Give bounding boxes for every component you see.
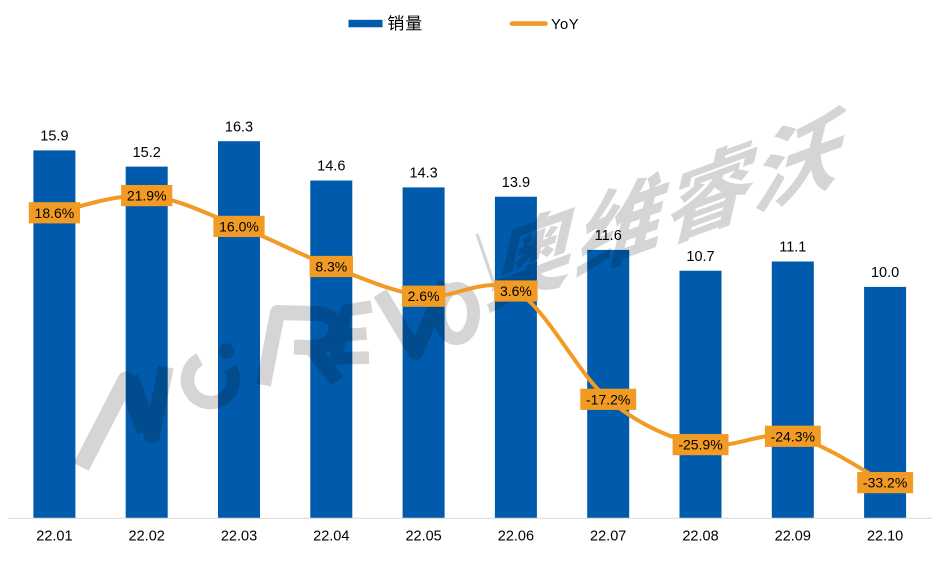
svg-text:22.02: 22.02 [129,529,165,545]
svg-text:16.3: 16.3 [225,119,253,135]
svg-text:21.9%: 21.9% [127,188,167,204]
svg-text:3.6%: 3.6% [500,283,532,299]
svg-text:22.10: 22.10 [867,529,903,545]
svg-text:22.05: 22.05 [405,529,441,545]
svg-text:8.3%: 8.3% [315,259,347,275]
svg-text:-24.3%: -24.3% [771,428,815,444]
svg-text:22.03: 22.03 [221,529,257,545]
svg-text:15.9: 15.9 [40,129,68,145]
svg-text:14.6: 14.6 [317,159,345,175]
svg-text:22.07: 22.07 [590,529,626,545]
svg-text:22.08: 22.08 [682,529,718,545]
svg-text:22.09: 22.09 [775,529,811,545]
svg-text:11.6: 11.6 [595,228,622,244]
svg-text:18.6%: 18.6% [35,205,75,221]
svg-text:14.3: 14.3 [409,166,437,182]
svg-text:11.1: 11.1 [779,240,806,256]
svg-text:-33.2%: -33.2% [863,475,907,491]
svg-text:15.2: 15.2 [133,145,161,161]
svg-text:22.01: 22.01 [36,529,72,545]
svg-text:-25.9%: -25.9% [678,437,722,453]
svg-text:2.6%: 2.6% [408,288,440,304]
svg-text:16.0%: 16.0% [219,218,259,234]
svg-text:-17.2%: -17.2% [586,391,630,407]
svg-text:22.04: 22.04 [313,529,349,545]
svg-text:10.0: 10.0 [871,265,899,281]
svg-text:22.06: 22.06 [498,529,534,545]
svg-text:YoY: YoY [551,17,579,33]
svg-text:13.9: 13.9 [502,175,530,191]
svg-text:10.7: 10.7 [686,249,714,265]
